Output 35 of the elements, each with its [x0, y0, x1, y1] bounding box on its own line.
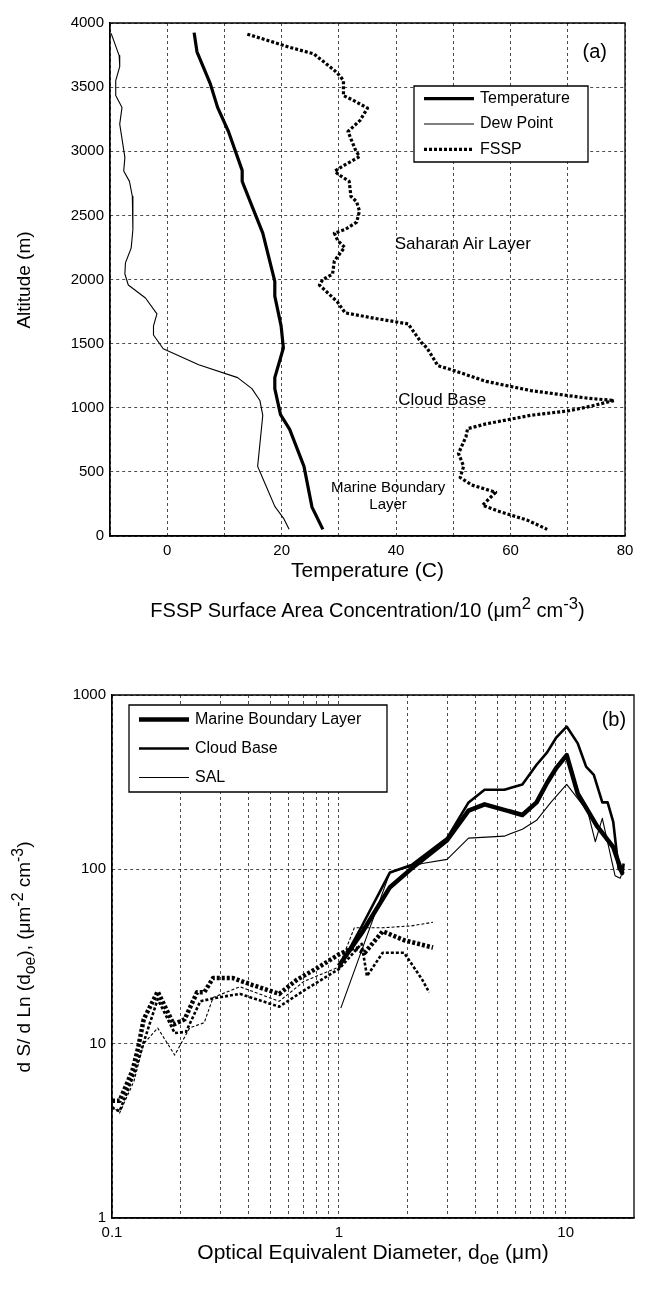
x-tick-label: 60 — [502, 541, 519, 559]
y-tick-label: 1500 — [70, 333, 104, 351]
legend-label: Dew Point — [480, 114, 554, 132]
y-tick-label: 1000 — [72, 685, 106, 703]
y-tick-label: 1000 — [70, 397, 104, 415]
y-tick-label: 1 — [97, 1208, 106, 1226]
y-tick-label: 500 — [78, 462, 104, 480]
y-tick-label: 2500 — [70, 205, 104, 223]
legend-label: Temperature — [480, 89, 570, 107]
y-tick-label: 3500 — [70, 77, 104, 95]
x-axis-title: Optical Equivalent Diameter, d$_{oe}$ (μm) — [197, 1240, 549, 1269]
y-tick-label: 10 — [89, 1033, 106, 1051]
y-tick-label: 2000 — [70, 269, 104, 287]
x-tick-label: 1 — [334, 1223, 344, 1241]
y-tick-label: 0 — [95, 526, 104, 544]
x-tick-label: 0.1 — [101, 1223, 123, 1241]
annotation: (a) — [582, 39, 607, 63]
x-tick-label: 10 — [557, 1223, 575, 1241]
annotation: Cloud Base — [398, 390, 487, 410]
legend-label: SAL — [195, 767, 226, 785]
legend-label: Marine Boundary Layer — [195, 709, 362, 727]
y-axis-title: Altitude (m) — [13, 230, 35, 329]
y-tick-label: 3000 — [70, 141, 104, 159]
x-tick-label: 80 — [616, 541, 634, 559]
x-tick-label: 0 — [163, 541, 172, 559]
annotation: Saharan Air Layer — [394, 233, 531, 254]
x-tick-label: 40 — [387, 541, 405, 559]
legend-label: Cloud Base — [195, 738, 278, 756]
y-tick-label: 4000 — [70, 13, 104, 31]
annotation: (b) — [601, 707, 627, 731]
x-axis-title: Temperature (C) FSSP Surface Area Concentration/10 (μm$^{2}$ cm$^{-3}$) — [150, 558, 585, 622]
y-tick-label: 100 — [80, 859, 106, 877]
annotation: Marine Boundary Layer — [330, 477, 446, 513]
legend-label: FSSP — [480, 139, 522, 157]
x-tick-label: 20 — [273, 541, 291, 559]
